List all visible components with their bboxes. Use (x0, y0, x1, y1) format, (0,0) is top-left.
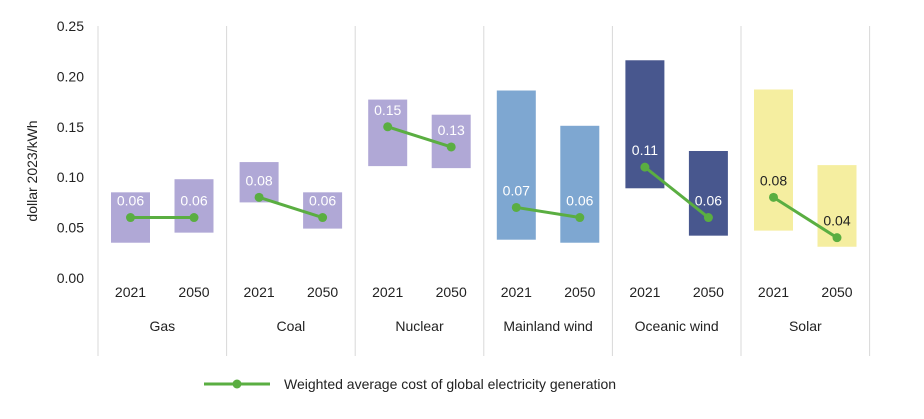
weighted-average-lines: 0.06 0.06 0.08 0.06 0.15 0.13 0.07 0.06 0.11 0.06… (117, 102, 851, 243)
x-tick-label: 2021 (501, 284, 532, 300)
group-label: Coal (277, 318, 306, 334)
weighted-average-point (318, 213, 328, 223)
group-separators (97, 26, 871, 356)
y-axis-label: dollar 2023/kWh (24, 120, 40, 221)
x-tick-label: 2050 (821, 284, 852, 300)
weighted-average-line (772, 196, 838, 239)
data-label: 0.08 (760, 172, 787, 188)
y-tick-label: 0.25 (57, 18, 84, 34)
x-axis-labels: 2021 2050 Gas 2021 2050 Coal 2021 2050 Nuclear 20… (115, 284, 853, 334)
group-label: Nuclear (395, 318, 444, 334)
data-label: 0.06 (180, 193, 207, 209)
y-tick-label: 0.10 (57, 169, 84, 185)
x-tick-label: 2050 (307, 284, 338, 300)
data-label: 0.06 (695, 193, 722, 209)
y-tick-label: 0.15 (57, 119, 84, 135)
weighted-average-point (189, 213, 199, 223)
weighted-average-point (126, 213, 135, 223)
data-label: 0.15 (374, 102, 401, 118)
weighted-average-point (254, 192, 264, 202)
range-bar (817, 165, 857, 247)
x-tick-label: 2021 (758, 284, 789, 300)
weighted-average-point (769, 192, 778, 202)
y-tick-label: 0.05 (57, 220, 84, 236)
range-bar (174, 179, 214, 233)
weighted-average-line (516, 205, 581, 220)
range-bar (560, 125, 600, 243)
data-label: 0.08 (245, 172, 272, 188)
x-tick-label: 2021 (629, 284, 660, 300)
data-label: 0.04 (823, 213, 850, 229)
y-axis-ticks: 0.00 0.05 0.10 0.15 0.20 0.25 (57, 18, 84, 286)
range-bar (754, 89, 793, 231)
data-label: 0.06 (566, 193, 593, 209)
legend-label: Weighted average cost of global electric… (284, 376, 616, 392)
data-label: 0.06 (309, 193, 336, 209)
weighted-average-point (640, 162, 650, 172)
weighted-average-point (575, 213, 585, 223)
data-label: 0.11 (632, 142, 658, 158)
data-label: 0.13 (438, 122, 465, 138)
x-tick-label: 2021 (115, 284, 146, 300)
x-tick-label: 2021 (372, 284, 403, 300)
group-label: Solar (789, 318, 822, 334)
y-tick-label: 0.00 (57, 270, 84, 286)
weighted-average-line (258, 195, 324, 219)
group-label: Gas (149, 318, 175, 334)
weighted-average-point (511, 202, 521, 212)
range-bar (368, 99, 408, 167)
data-label: 0.07 (503, 182, 530, 198)
x-tick-label: 2050 (693, 284, 724, 300)
y-tick-label: 0.20 (57, 68, 84, 84)
weighted-average-line (387, 125, 452, 149)
range-bars (111, 60, 857, 247)
legend: Weighted average cost of global electric… (204, 376, 616, 392)
legend-marker-swatch (232, 379, 242, 389)
x-tick-label: 2021 (244, 284, 275, 300)
weighted-average-point (383, 122, 393, 132)
weighted-average-point (832, 233, 842, 243)
group-label: Oceanic wind (635, 318, 719, 334)
weighted-average-point (446, 142, 456, 152)
weighted-average-point (703, 213, 713, 223)
range-bar (496, 90, 536, 240)
x-tick-label: 2050 (564, 284, 595, 300)
weighted-average-line (643, 165, 710, 219)
range-bar (303, 192, 343, 229)
x-tick-label: 2050 (436, 284, 467, 300)
data-label: 0.06 (117, 193, 144, 209)
group-label: Mainland wind (503, 318, 593, 334)
x-tick-label: 2050 (178, 284, 209, 300)
